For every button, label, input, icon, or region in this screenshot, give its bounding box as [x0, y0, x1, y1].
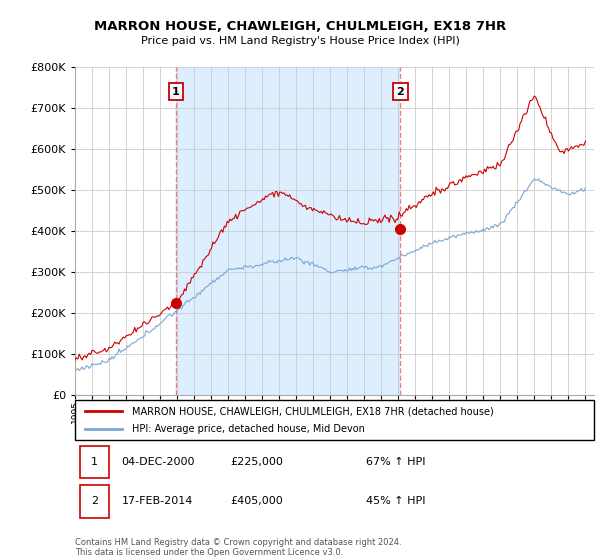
Text: HPI: Average price, detached house, Mid Devon: HPI: Average price, detached house, Mid … [132, 423, 365, 433]
Text: 2: 2 [397, 87, 404, 97]
Text: 1: 1 [172, 87, 179, 97]
Text: Price paid vs. HM Land Registry's House Price Index (HPI): Price paid vs. HM Land Registry's House … [140, 36, 460, 46]
Text: 2: 2 [91, 496, 98, 506]
Text: 17-FEB-2014: 17-FEB-2014 [122, 496, 193, 506]
Text: 67% ↑ HPI: 67% ↑ HPI [365, 457, 425, 467]
Text: Contains HM Land Registry data © Crown copyright and database right 2024.
This d: Contains HM Land Registry data © Crown c… [75, 538, 401, 557]
Text: 04-DEC-2000: 04-DEC-2000 [122, 457, 195, 467]
Text: £405,000: £405,000 [230, 496, 283, 506]
Text: 45% ↑ HPI: 45% ↑ HPI [365, 496, 425, 506]
Text: MARRON HOUSE, CHAWLEIGH, CHULMLEIGH, EX18 7HR (detached house): MARRON HOUSE, CHAWLEIGH, CHULMLEIGH, EX1… [132, 407, 494, 417]
Bar [80, 446, 109, 478]
Text: 1: 1 [91, 457, 98, 467]
Bar [80, 485, 109, 517]
Text: MARRON HOUSE, CHAWLEIGH, CHULMLEIGH, EX18 7HR: MARRON HOUSE, CHAWLEIGH, CHULMLEIGH, EX1… [94, 20, 506, 32]
Text: £225,000: £225,000 [230, 457, 284, 467]
Bar [176, 67, 400, 395]
